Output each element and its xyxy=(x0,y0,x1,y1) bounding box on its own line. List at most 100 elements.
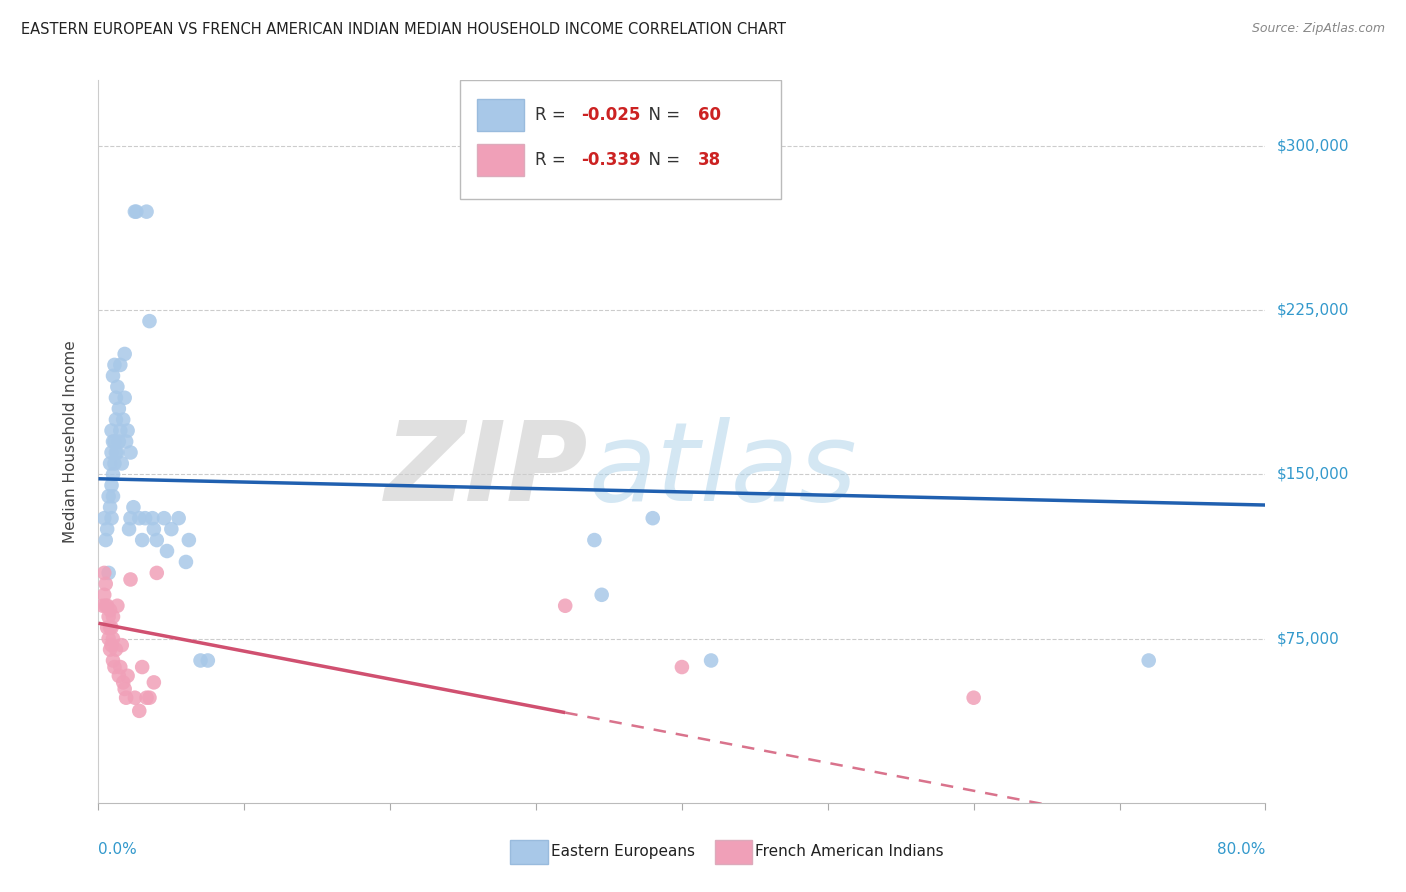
Point xyxy=(135,690,157,705)
Point xyxy=(98,500,121,515)
Text: -0.025: -0.025 xyxy=(582,106,641,124)
Point xyxy=(114,681,136,696)
Point xyxy=(100,511,122,525)
Point xyxy=(108,669,131,683)
Point xyxy=(97,489,120,503)
Point xyxy=(108,401,131,416)
Text: atlas: atlas xyxy=(589,417,858,524)
Point xyxy=(100,478,122,492)
Point xyxy=(100,621,122,635)
Point xyxy=(91,599,114,613)
Point xyxy=(101,632,124,646)
Point xyxy=(167,511,190,525)
Point xyxy=(101,368,124,383)
Point xyxy=(124,690,146,705)
FancyBboxPatch shape xyxy=(477,99,524,131)
Text: Eastern Europeans: Eastern Europeans xyxy=(551,845,695,859)
Text: $225,000: $225,000 xyxy=(1277,302,1348,318)
Point xyxy=(100,445,122,459)
Point xyxy=(142,675,165,690)
Text: 80.0%: 80.0% xyxy=(1218,842,1265,856)
Point xyxy=(135,204,157,219)
Point xyxy=(94,599,117,613)
Point xyxy=(97,566,120,580)
Point xyxy=(101,489,124,503)
Point xyxy=(118,522,141,536)
Point xyxy=(120,511,142,525)
Point xyxy=(112,675,135,690)
Point xyxy=(97,609,120,624)
Point xyxy=(104,445,127,459)
Text: Source: ZipAtlas.com: Source: ZipAtlas.com xyxy=(1251,22,1385,36)
Point xyxy=(103,457,125,471)
Point xyxy=(104,412,127,426)
Point xyxy=(93,566,115,580)
Point xyxy=(103,434,125,449)
Text: 38: 38 xyxy=(699,151,721,169)
Point xyxy=(160,522,183,536)
Point xyxy=(97,632,120,646)
Point xyxy=(115,690,138,705)
FancyBboxPatch shape xyxy=(510,839,548,864)
Point xyxy=(583,533,606,547)
Text: $150,000: $150,000 xyxy=(1277,467,1348,482)
Point xyxy=(641,511,664,525)
Point xyxy=(101,609,124,624)
Text: N =: N = xyxy=(637,106,685,124)
Point xyxy=(128,704,150,718)
Point xyxy=(177,533,200,547)
Point xyxy=(110,358,132,372)
Point xyxy=(108,434,131,449)
Point xyxy=(105,599,128,613)
Point xyxy=(128,511,150,525)
Point xyxy=(131,660,153,674)
Point xyxy=(146,533,169,547)
Point xyxy=(103,358,125,372)
Text: 0.0%: 0.0% xyxy=(98,842,138,856)
Point xyxy=(591,588,613,602)
Point xyxy=(120,573,142,587)
FancyBboxPatch shape xyxy=(460,80,782,200)
Text: EASTERN EUROPEAN VS FRENCH AMERICAN INDIAN MEDIAN HOUSEHOLD INCOME CORRELATION C: EASTERN EUROPEAN VS FRENCH AMERICAN INDI… xyxy=(21,22,786,37)
Point xyxy=(98,621,121,635)
Point xyxy=(125,204,148,219)
Point xyxy=(962,690,984,705)
Text: French American Indians: French American Indians xyxy=(755,845,943,859)
Point xyxy=(117,424,139,438)
Point xyxy=(114,391,136,405)
Point xyxy=(124,204,146,219)
Point xyxy=(105,445,128,459)
Point xyxy=(98,642,121,657)
Point xyxy=(134,511,156,525)
Text: $75,000: $75,000 xyxy=(1277,632,1340,646)
Text: ZIP: ZIP xyxy=(385,417,589,524)
Point xyxy=(96,522,118,536)
Point xyxy=(96,599,118,613)
Point xyxy=(153,511,176,525)
Point xyxy=(111,638,134,652)
Point xyxy=(100,638,122,652)
Point xyxy=(197,653,219,667)
Point xyxy=(700,653,723,667)
Point xyxy=(117,669,139,683)
Text: 60: 60 xyxy=(699,106,721,124)
Point xyxy=(96,621,118,635)
Point xyxy=(138,690,160,705)
Point xyxy=(174,555,197,569)
Point xyxy=(104,391,127,405)
Text: $300,000: $300,000 xyxy=(1277,138,1348,153)
Point xyxy=(101,434,124,449)
Point xyxy=(146,566,169,580)
Point xyxy=(671,660,693,674)
Point xyxy=(111,457,134,471)
Point xyxy=(104,642,127,657)
Y-axis label: Median Household Income: Median Household Income xyxy=(63,340,77,543)
Point xyxy=(101,467,124,482)
FancyBboxPatch shape xyxy=(477,144,524,176)
Point xyxy=(105,380,128,394)
Point xyxy=(98,457,121,471)
Point xyxy=(190,653,212,667)
Point xyxy=(142,522,165,536)
Point xyxy=(110,660,132,674)
Text: R =: R = xyxy=(534,106,571,124)
